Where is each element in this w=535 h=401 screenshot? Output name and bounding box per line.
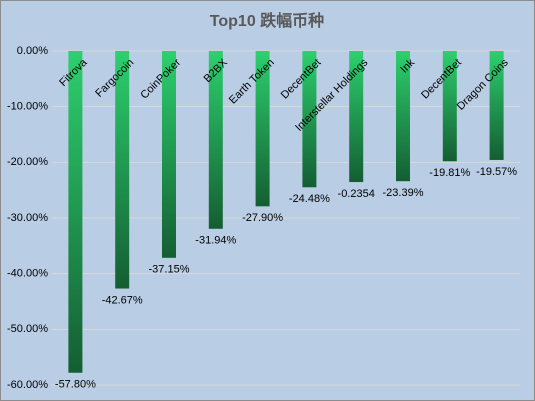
y-tick-label: -20.00% [7,156,48,168]
bar [115,51,130,289]
value-label: -24.48% [289,193,330,205]
y-tick-label: -50.00% [7,323,48,335]
value-label: -0.2354 [338,188,375,200]
value-label: -42.67% [102,294,143,306]
bar [442,51,457,162]
y-tick-label: -10.00% [7,101,48,113]
value-label: -37.15% [149,264,190,276]
bar [396,51,410,182]
value-label: -19.81% [429,167,470,179]
bar [68,51,83,373]
chart-title: Top10 跌幅币种 [210,11,324,30]
bar [208,51,223,229]
bar [489,51,504,160]
bar [255,51,270,207]
y-tick-label: 0.00% [17,45,48,57]
bar [349,51,364,183]
value-label: -19.57% [476,166,517,178]
y-tick-label: -40.00% [7,268,48,280]
y-tick-label: -60.00% [7,379,48,391]
bar [162,51,176,258]
value-label: -57.80% [55,379,96,391]
value-label: -27.90% [242,212,283,224]
bar [302,51,317,188]
value-label: -23.39% [383,187,424,199]
y-tick-label: -30.00% [7,212,48,224]
value-label: -31.94% [195,235,236,247]
